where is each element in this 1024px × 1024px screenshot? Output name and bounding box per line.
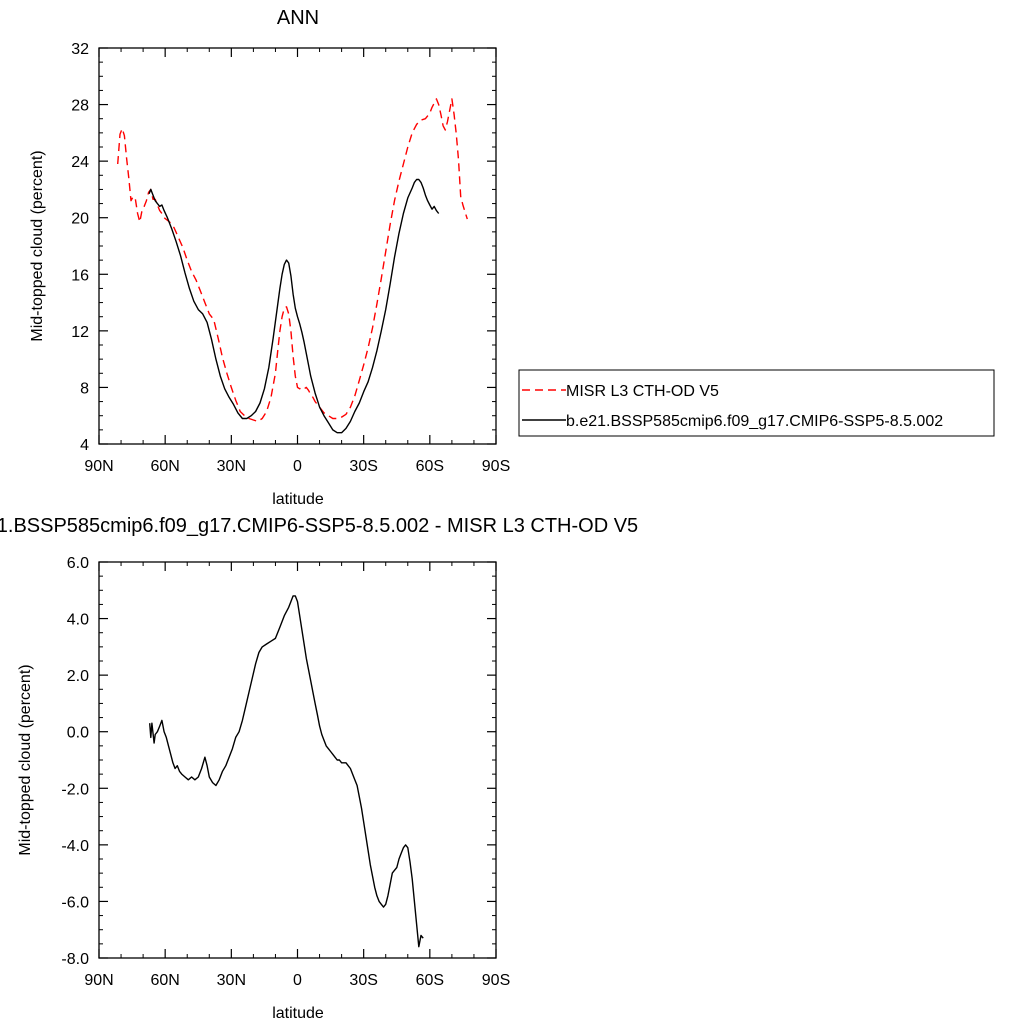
top-panel: ANN 90N 60N 30N 0 30S 60S 90S 4 8 12 16 20 24 28 32 la… — [29, 7, 510, 508]
top-series-lines — [117, 98, 468, 434]
bottom-x-tick-label: 60N — [150, 972, 179, 989]
bottom-y-tick-label: 6.0 — [67, 555, 89, 572]
top-x-tick-label: 0 — [293, 458, 302, 475]
top-x-tick-label: 60S — [416, 458, 444, 475]
top-x-tick-label: 60N — [150, 458, 179, 475]
top-y-tick-label: 32 — [71, 41, 89, 58]
legend: MISR L3 CTH-OD V5 b.e21.BSSP585cmip6.f09… — [518, 369, 995, 437]
legend-box — [518, 369, 995, 437]
top-y-tick-label: 24 — [71, 154, 89, 171]
bottom-y-tick-label: -8.0 — [61, 951, 89, 968]
top-y-tick-label: 4 — [80, 437, 89, 454]
bottom-x-tick-label: 30N — [217, 972, 246, 989]
top-chart-title: ANN — [277, 7, 319, 29]
bottom-y-tick-label: 2.0 — [67, 668, 89, 685]
bottom-y-tick-label: -4.0 — [61, 838, 89, 855]
bottom-y-tick-label: -6.0 — [61, 894, 89, 911]
legend-label-model: b.e21.BSSP585cmip6.f09_g17.CMIP6-SSP5-8.… — [566, 413, 943, 430]
bottom-y-axis-label: Mid-topped cloud (percent) — [17, 664, 34, 855]
bottom-x-axis-label: latitude — [272, 1005, 324, 1022]
bottom-x-tick-label: 30S — [349, 972, 377, 989]
bottom-plot-frame — [98, 561, 497, 959]
bottom-y-tick-label: -2.0 — [61, 781, 89, 798]
bottom-panel: b.e21.BSSP585cmip6.f09_g17.CMIP6-SSP5-8.… — [0, 515, 638, 1022]
bottom-axes: 90N 60N 30N 0 30S 60S 90S -8.0 -6.0 -4.0 -2.0 0.0 2.… — [61, 555, 510, 989]
legend-label-misr: MISR L3 CTH-OD V5 — [566, 383, 719, 400]
top-x-axis-label: latitude — [272, 491, 324, 508]
top-y-tick-label: 28 — [71, 98, 89, 115]
top-y-axis-label: Mid-topped cloud (percent) — [29, 150, 46, 341]
top-y-tick-label: 20 — [71, 211, 89, 228]
bottom-series-lines — [149, 595, 424, 948]
bottom-x-tick-label: 60S — [416, 972, 444, 989]
top-series-line-model — [148, 178, 440, 434]
top-x-tick-label: 90S — [482, 458, 510, 475]
top-y-tick-label: 16 — [71, 267, 89, 284]
top-axes: 90N 60N 30N 0 30S 60S 90S 4 8 12 16 20 24 28 32 — [71, 41, 510, 475]
top-y-tick-label: 12 — [71, 324, 89, 341]
bottom-y-tick-label: 0.0 — [67, 725, 89, 742]
top-x-tick-label: 30N — [217, 458, 246, 475]
top-x-tick-label: 30S — [349, 458, 377, 475]
bottom-x-tick-label: 90N — [84, 972, 113, 989]
top-y-tick-label: 8 — [80, 380, 89, 397]
bottom-y-tick-label: 4.0 — [67, 612, 89, 629]
bottom-x-tick-label: 0 — [293, 972, 302, 989]
top-series-line-misr — [117, 98, 468, 423]
bottom-x-tick-label: 90S — [482, 972, 510, 989]
bottom-chart-title: b.e21.BSSP585cmip6.f09_g17.CMIP6-SSP5-8.… — [0, 515, 638, 537]
bottom-series-line-model — [149, 595, 424, 948]
top-x-tick-label: 90N — [84, 458, 113, 475]
